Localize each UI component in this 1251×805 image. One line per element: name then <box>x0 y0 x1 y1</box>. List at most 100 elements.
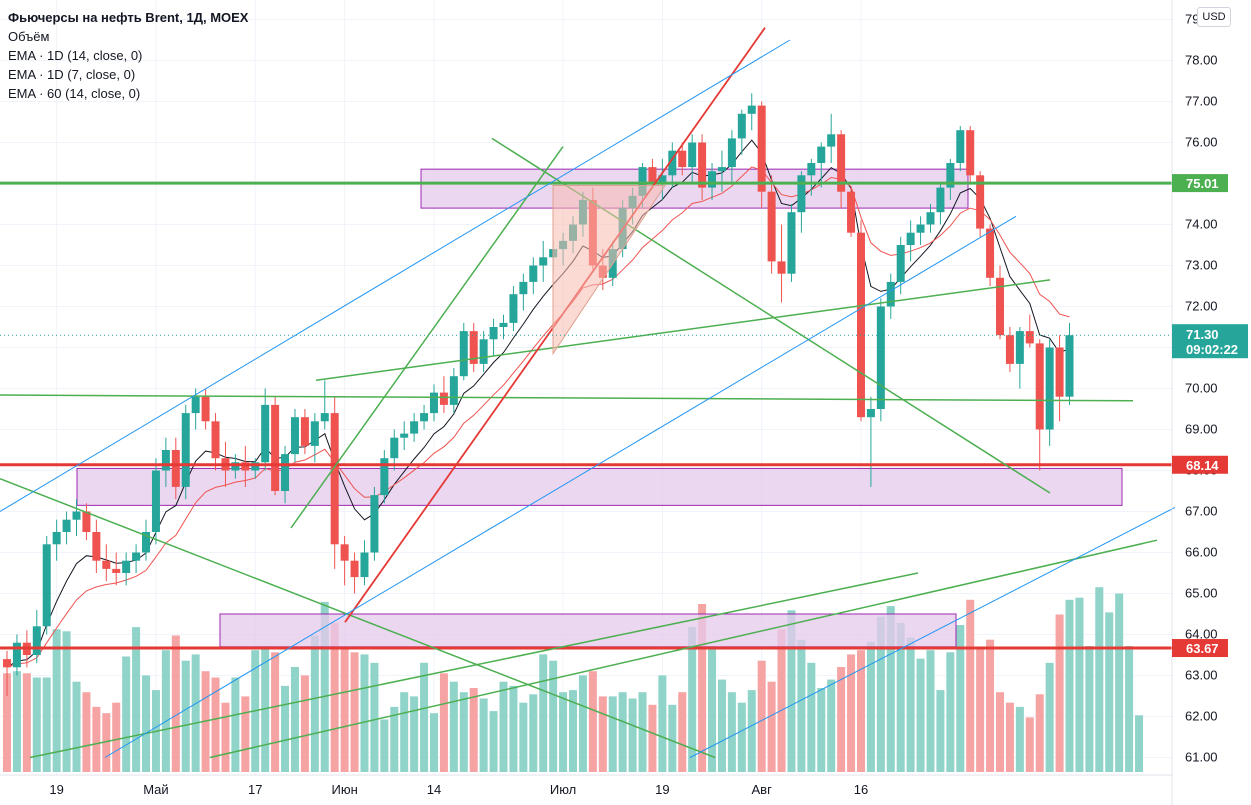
trend-lines <box>0 27 1176 759</box>
candle-body <box>42 544 51 627</box>
volume-bar <box>290 667 299 772</box>
channel-line-blue <box>689 506 1176 758</box>
candle-body <box>439 392 448 405</box>
volume-bar <box>122 656 131 772</box>
level-badge <box>1172 455 1228 474</box>
volume-bar <box>1115 593 1124 772</box>
legend-title[interactable]: Фьючерсы на нефть Brent, 1Д, MOEX <box>8 10 249 25</box>
candle-body <box>122 560 131 573</box>
candle-body <box>171 450 180 487</box>
volume-bar <box>698 604 707 772</box>
volume-bar <box>549 660 558 772</box>
volume-bar <box>22 673 31 772</box>
volume-bar <box>1085 646 1094 772</box>
currency-button[interactable]: USD <box>1197 7 1231 27</box>
time-axis[interactable]: 19 Май 17 Июн 14 Июл 19 Авг 16 <box>0 774 1172 797</box>
candle-body <box>827 134 836 147</box>
volume-bar <box>777 629 786 772</box>
volume-bar <box>569 690 578 772</box>
trend-line-green <box>290 146 564 529</box>
volume-bar <box>529 694 538 772</box>
candle-body <box>966 130 975 176</box>
volume-bar <box>688 627 697 772</box>
candle-body <box>290 417 299 455</box>
volume-bar <box>638 692 647 772</box>
y-tick-label: 65.00 <box>1185 586 1218 601</box>
volume-bar <box>221 702 230 772</box>
volume-bar <box>211 677 220 772</box>
volume-bar <box>896 622 905 772</box>
x-tick-label: Июл <box>550 782 576 797</box>
last-price-badge <box>1172 324 1248 359</box>
legend-volume[interactable]: Объём <box>8 29 50 44</box>
candle-body <box>3 659 11 668</box>
volume-bar <box>400 692 409 772</box>
volume-bar <box>578 675 587 772</box>
legend-ema-3[interactable]: EMA · 60 (14, close, 0) <box>8 86 141 101</box>
legend-ema-2[interactable]: EMA · 1D (7, close, 0) <box>8 67 136 82</box>
triangle-pattern <box>552 185 666 356</box>
candle-body <box>142 532 151 553</box>
level-badge-label: 68.14 <box>1186 458 1219 473</box>
trend-line-green <box>209 539 1158 759</box>
candle-body <box>191 396 200 414</box>
candle-body <box>52 532 61 545</box>
volume-bar <box>628 698 637 772</box>
volume-bar <box>986 639 995 772</box>
volume-bar <box>658 675 667 772</box>
candle-body <box>429 392 438 414</box>
volume-bar <box>996 692 1004 772</box>
candle-body <box>817 146 826 163</box>
candle-body <box>638 167 647 196</box>
candle-body <box>320 413 329 422</box>
volume-bar <box>757 660 766 772</box>
candle-body <box>777 261 786 274</box>
volume-bar <box>1125 646 1134 772</box>
volume-bar <box>171 635 180 772</box>
volume-bar <box>737 702 746 772</box>
volume-bar <box>72 681 81 772</box>
candle-body <box>32 626 41 655</box>
legend-ema-1[interactable]: EMA · 1D (14, close, 0) <box>8 48 143 63</box>
level-badge <box>1172 174 1228 193</box>
candle-body <box>1065 335 1074 397</box>
candle-body <box>936 187 945 213</box>
volume-bar <box>886 606 895 772</box>
candle-body <box>916 224 925 233</box>
candle-body <box>281 454 290 491</box>
volume-bar <box>588 671 597 772</box>
candle-body <box>261 404 270 463</box>
volume-bar <box>827 679 836 772</box>
volume-bar <box>648 704 657 772</box>
y-tick-label: 69.00 <box>1185 422 1218 437</box>
candle-body <box>400 433 409 438</box>
trend-line-green <box>29 572 919 759</box>
y-tick-label: 73.00 <box>1185 258 1218 273</box>
last-price-label: 71.30 <box>1186 327 1219 342</box>
candle-body <box>767 191 776 262</box>
candle-body <box>300 417 309 446</box>
candle-body <box>459 331 468 377</box>
volume-bar <box>132 627 141 772</box>
trend-line-green <box>315 279 1051 382</box>
volume-bar <box>856 650 865 772</box>
candle-body <box>370 495 379 553</box>
volume-bar <box>360 654 369 772</box>
volume-bar <box>1105 612 1114 772</box>
volume-bar <box>429 713 438 772</box>
candle-body <box>1005 335 1014 364</box>
x-tick-label: 17 <box>248 782 262 797</box>
y-tick-label: 72.00 <box>1185 299 1218 314</box>
volume-bar <box>946 652 955 772</box>
volume-bar <box>598 696 607 772</box>
candle-body <box>12 642 21 668</box>
volume-bar <box>956 625 965 772</box>
candle-body <box>479 339 488 364</box>
level-badge-label: 63.67 <box>1186 641 1219 656</box>
candle-body <box>380 458 389 496</box>
volume-bar <box>1045 662 1054 772</box>
candle-body <box>926 212 935 225</box>
candle-body <box>946 163 955 188</box>
volume-bar <box>42 677 51 772</box>
